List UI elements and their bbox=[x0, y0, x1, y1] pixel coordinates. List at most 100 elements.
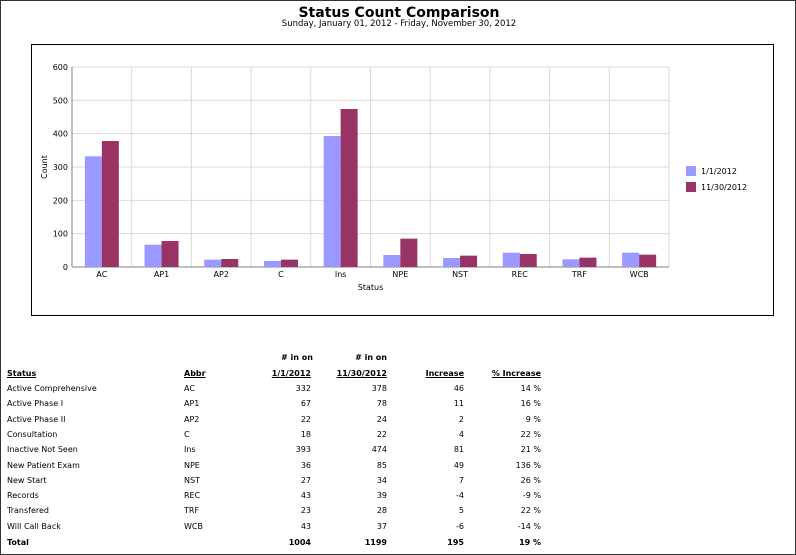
table-cell-a: 22 bbox=[300, 414, 311, 424]
report-subtitle: Sunday, January 01, 2012 - Friday, Novem… bbox=[281, 19, 517, 29]
table-cell-pct: 26 % bbox=[520, 475, 541, 485]
bar-AP1-1/1/2012 bbox=[144, 244, 162, 267]
table-cell-status: New Patient Exam bbox=[7, 460, 80, 470]
table-cell-pct: -14 % bbox=[517, 521, 541, 531]
table-cell-abbr: AP2 bbox=[184, 414, 200, 424]
table-cell-abbr: C bbox=[184, 429, 190, 439]
table-cell-abbr: WCB bbox=[184, 521, 203, 531]
bar-C-11/30/2012 bbox=[280, 259, 298, 267]
table-cell-pct: -9 % bbox=[522, 491, 541, 501]
table-cell-b: 34 bbox=[376, 475, 387, 485]
y-tick-label: 400 bbox=[53, 130, 68, 139]
legend-label: 1/1/2012 bbox=[701, 167, 737, 176]
bar-WCB-1/1/2012 bbox=[622, 252, 640, 267]
col1-header: 1/1/2012 bbox=[271, 369, 311, 378]
increase-header: Increase bbox=[425, 369, 464, 378]
report-title: Status Count Comparison bbox=[298, 5, 500, 21]
abbr-header: Abbr bbox=[184, 369, 206, 378]
table-cell-a: 67 bbox=[300, 399, 311, 409]
table-cell-a: 23 bbox=[300, 506, 311, 516]
table-cell-inc: 2 bbox=[458, 414, 464, 424]
bar-TRF-1/1/2012 bbox=[562, 259, 580, 267]
col1-header-top: # in on bbox=[281, 353, 313, 362]
table-cell-inc: 81 bbox=[453, 445, 464, 455]
bar-AC-11/30/2012 bbox=[101, 141, 119, 267]
table-cell-pct: 21 % bbox=[520, 445, 541, 455]
bar-AC-1/1/2012 bbox=[84, 156, 102, 267]
table-cell-a: 332 bbox=[295, 384, 311, 393]
table-cell-a: 43 bbox=[300, 491, 311, 501]
table-cell-pct: 16 % bbox=[520, 399, 541, 409]
table-cell-status: New Start bbox=[7, 475, 47, 485]
table-cell-status: Consultation bbox=[7, 429, 58, 439]
legend-label: 11/30/2012 bbox=[701, 183, 747, 192]
table-cell-status: Active Phase II bbox=[7, 414, 66, 424]
x-tick-label: TRF bbox=[571, 270, 587, 279]
bar-REC-1/1/2012 bbox=[502, 252, 520, 267]
bar-REC-11/30/2012 bbox=[519, 254, 537, 267]
table-cell-abbr: AP1 bbox=[184, 399, 200, 409]
x-tick-label: AC bbox=[96, 270, 107, 279]
table-cell-b: 24 bbox=[376, 414, 387, 424]
table-cell-abbr: NPE bbox=[184, 460, 200, 470]
table-cell-inc: 4 bbox=[458, 429, 464, 439]
table-cell-inc: -4 bbox=[456, 491, 464, 501]
bar-NST-1/1/2012 bbox=[443, 258, 461, 267]
legend-swatch bbox=[686, 166, 696, 176]
table-cell-pct: 22 % bbox=[520, 429, 541, 439]
table-cell-status: Active Phase I bbox=[7, 399, 64, 409]
bar-NPE-11/30/2012 bbox=[400, 238, 418, 267]
table-cell-inc: 49 bbox=[453, 460, 464, 470]
bar-AP2-1/1/2012 bbox=[204, 259, 222, 267]
table-cell-b: 28 bbox=[376, 506, 387, 516]
table-cell-inc: -6 bbox=[456, 521, 464, 531]
y-tick-label: 100 bbox=[53, 230, 68, 239]
bar-chart: 0 100 200 300 400 500 600 AC AP1 AP2 C Ins NPE NST REC… bbox=[40, 63, 747, 292]
x-tick-label: REC bbox=[512, 270, 529, 279]
col2-header: 11/30/2012 bbox=[336, 369, 387, 378]
table-cell-a: 393 bbox=[295, 445, 311, 455]
x-tick-label: NPE bbox=[392, 270, 408, 279]
table-cell-abbr: AC bbox=[184, 384, 195, 393]
table-cell-pct: 136 % bbox=[515, 460, 541, 470]
x-tick-label: NST bbox=[452, 270, 468, 279]
table-cell-abbr: TRF bbox=[184, 506, 200, 516]
table-cell-abbr: REC bbox=[184, 491, 201, 501]
table-cell-inc: 7 bbox=[458, 475, 464, 485]
y-tick-label: 500 bbox=[53, 96, 68, 105]
table-cell-abbr: NST bbox=[184, 475, 200, 485]
table-cell-status: Will Call Back bbox=[7, 521, 61, 531]
bar-WCB-11/30/2012 bbox=[639, 254, 657, 267]
y-tick-label: 600 bbox=[53, 63, 68, 72]
table-cell-status: Records bbox=[7, 491, 39, 501]
bar-Ins-11/30/2012 bbox=[340, 109, 358, 267]
total-col2: 1199 bbox=[364, 538, 387, 547]
table-cell-a: 27 bbox=[300, 475, 311, 485]
bar-Ins-1/1/2012 bbox=[323, 136, 341, 267]
table-cell-b: 85 bbox=[376, 460, 387, 470]
x-tick-label: AP2 bbox=[214, 270, 229, 279]
y-axis-title: Count bbox=[40, 155, 49, 179]
bar-AP2-11/30/2012 bbox=[221, 259, 239, 267]
table-cell-b: 78 bbox=[376, 399, 387, 409]
table-cell-b: 22 bbox=[376, 429, 387, 439]
x-tick-label: WCB bbox=[630, 270, 649, 279]
table-cell-status: Active Comprehensive bbox=[7, 384, 97, 393]
table-cell-a: 36 bbox=[300, 460, 311, 470]
table-cell-inc: 5 bbox=[458, 506, 464, 516]
status-header: Status bbox=[7, 369, 37, 378]
table-cell-abbr: Ins bbox=[184, 445, 196, 455]
bar-AP1-11/30/2012 bbox=[161, 241, 179, 267]
col2-header-top: # in on bbox=[355, 353, 387, 362]
legend-swatch bbox=[686, 182, 696, 192]
total-col1: 1004 bbox=[288, 538, 311, 547]
table-cell-a: 18 bbox=[300, 429, 311, 439]
x-tick-label: Ins bbox=[335, 270, 347, 279]
total-increase: 195 bbox=[447, 538, 464, 547]
total-pct: 19 % bbox=[519, 538, 541, 547]
bar-NST-11/30/2012 bbox=[460, 255, 478, 267]
table-cell-a: 43 bbox=[300, 521, 311, 531]
bar-C-1/1/2012 bbox=[263, 261, 281, 267]
bar-NPE-1/1/2012 bbox=[383, 255, 401, 267]
